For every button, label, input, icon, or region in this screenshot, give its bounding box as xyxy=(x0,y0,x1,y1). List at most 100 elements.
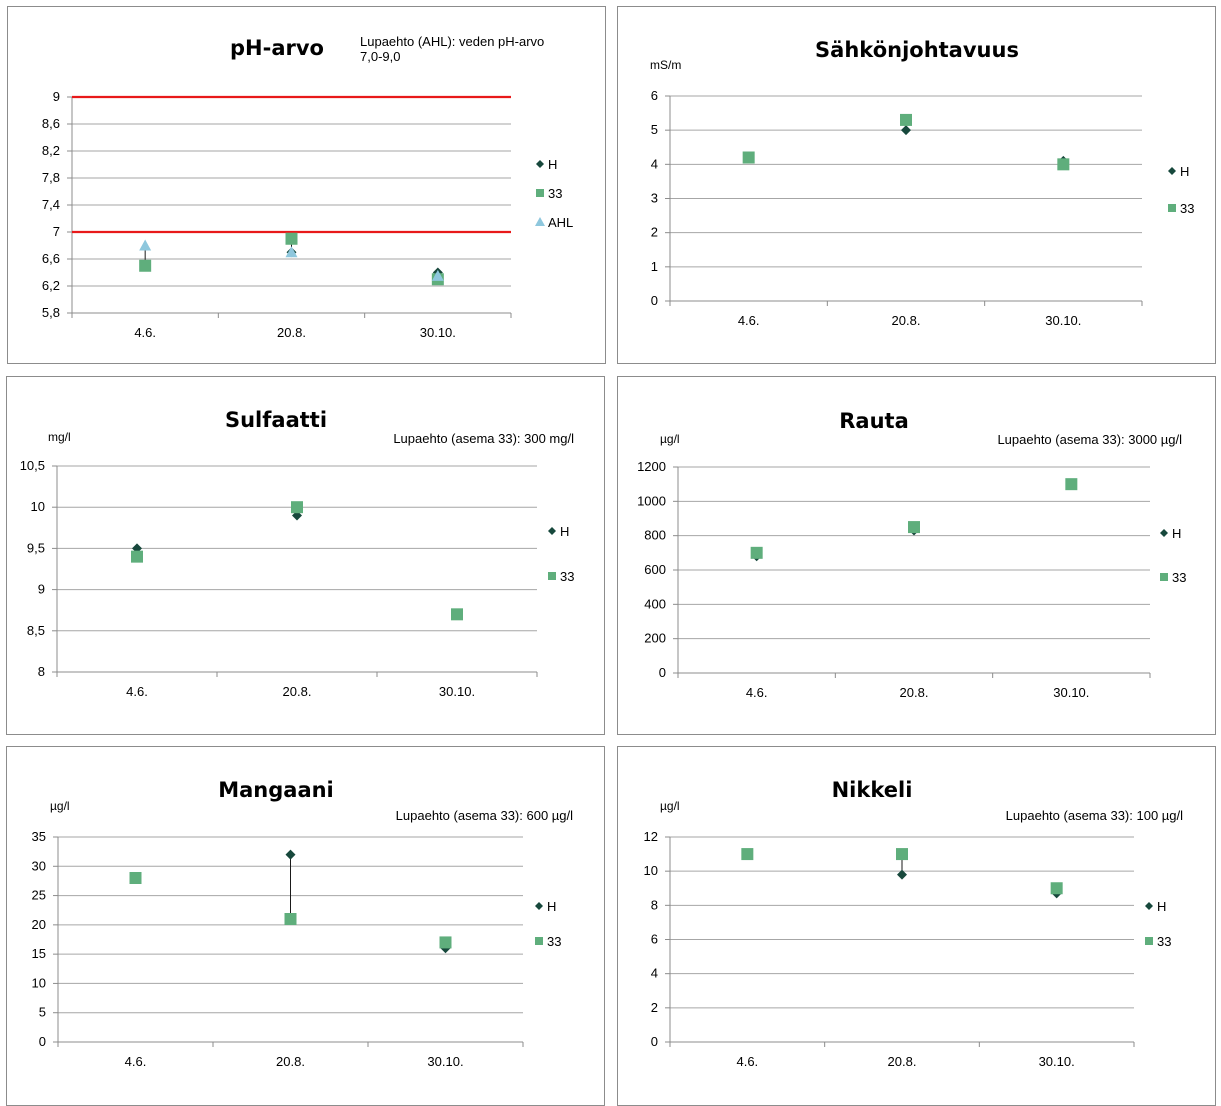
nikkeli-legend-label-33: 33 xyxy=(1157,934,1171,949)
mangaani-x-tick-label: 30.10. xyxy=(427,1054,463,1069)
mangaani-y-tick-label: 15 xyxy=(32,946,46,961)
ph-chart-title: pH-arvo xyxy=(230,36,324,60)
sahko-y-tick-label: 4 xyxy=(651,156,658,171)
sulfaatti-y-tick-label: 9,5 xyxy=(27,540,45,555)
nikkeli-y-tick-label: 2 xyxy=(651,1000,658,1015)
mangaani-y-tick-label: 25 xyxy=(32,888,46,903)
ph-legend-label-33: 33 xyxy=(548,186,562,201)
rauta-y-tick-label: 0 xyxy=(659,665,666,680)
nikkeli-x-tick-label: 30.10. xyxy=(1039,1054,1075,1069)
rauta-y-tick-label: 600 xyxy=(644,562,666,577)
ph-legend-label-AHL: AHL xyxy=(548,215,573,230)
mangaani-legend-label-33: 33 xyxy=(547,934,561,949)
mangaani-chart-title: Mangaani xyxy=(218,778,334,802)
nikkeli-y-tick-label: 0 xyxy=(651,1034,658,1049)
ph-point-AHL xyxy=(431,269,444,281)
ph-point-AHL xyxy=(285,246,298,258)
sahko-y-tick-label: 0 xyxy=(651,293,658,308)
mangaani-y-tick-label: 35 xyxy=(32,829,46,844)
sulfaatti-legend-label-H: H xyxy=(560,524,569,539)
nikkeli-y-tick-label: 12 xyxy=(644,829,658,844)
sulfaatti-y-tick-label: 8,5 xyxy=(27,623,45,638)
mangaani-note: Lupaehto (asema 33): 600 µg/l xyxy=(396,808,573,823)
sahko-y-tick-label: 5 xyxy=(651,122,658,137)
sahko-legend-label-H: H xyxy=(1180,164,1189,179)
sulfaatti-point-33 xyxy=(291,501,303,514)
mangaani-point-33 xyxy=(129,872,142,884)
chart-panel-sulfaatti xyxy=(6,376,605,735)
mangaani-point-33 xyxy=(439,936,452,949)
sulfaatti-y-tick-label: 8 xyxy=(38,664,45,679)
mangaani-legend-marker-H xyxy=(535,902,543,910)
sulfaatti-note: Lupaehto (asema 33): 300 mg/l xyxy=(393,431,574,446)
rauta-x-tick-label: 4.6. xyxy=(746,685,768,700)
rauta-chart-title: Rauta xyxy=(839,409,909,433)
sahko-legend-label-33: 33 xyxy=(1180,201,1194,216)
sahko-point-33 xyxy=(742,151,755,164)
sahko-y-tick-label: 2 xyxy=(651,225,658,240)
nikkeli-point-33 xyxy=(1050,882,1063,895)
sahko-y-tick-label: 3 xyxy=(651,191,658,206)
sahko-chart-title: Sähkönjohtavuus xyxy=(815,38,1019,62)
rauta-point-33 xyxy=(1065,478,1078,491)
ph-point-33 xyxy=(139,259,152,272)
nikkeli-note: Lupaehto (asema 33): 100 µg/l xyxy=(1006,808,1183,823)
ph-y-tick-label: 8,2 xyxy=(42,143,60,158)
sulfaatti-y-tick-label: 9 xyxy=(38,582,45,597)
mangaani-y-tick-label: 5 xyxy=(39,1005,46,1020)
ph-note-line1: Lupaehto (AHL): veden pH-arvo xyxy=(360,34,544,49)
chart-panel-nikkeli xyxy=(617,746,1216,1106)
nikkeli-x-tick-label: 4.6. xyxy=(736,1054,758,1069)
mangaani-x-tick-label: 4.6. xyxy=(125,1054,147,1069)
rauta-y-tick-label: 1000 xyxy=(637,493,666,508)
rauta-x-tick-label: 20.8. xyxy=(900,685,929,700)
sahko-y-tick-label: 1 xyxy=(651,259,658,274)
mangaani-y-tick-label: 10 xyxy=(32,975,46,990)
mangaani-legend-marker-33 xyxy=(535,937,543,945)
nikkeli-chart-title: Nikkeli xyxy=(832,778,913,802)
rauta-y-tick-label: 1200 xyxy=(637,459,666,474)
nikkeli-point-33 xyxy=(896,848,908,861)
mangaani-x-tick-label: 20.8. xyxy=(276,1054,305,1069)
mangaani-y-tick-label: 20 xyxy=(32,917,46,932)
rauta-legend-marker-H xyxy=(1160,529,1168,537)
rauta-y-tick-label: 800 xyxy=(644,528,666,543)
sahko-x-tick-label: 4.6. xyxy=(738,313,760,328)
sulfaatti-legend-label-33: 33 xyxy=(560,569,574,584)
sahko-unit-label: mS/m xyxy=(650,58,681,72)
ph-point-AHL xyxy=(139,239,152,251)
nikkeli-y-tick-label: 4 xyxy=(651,966,658,981)
nikkeli-legend-marker-H xyxy=(1145,902,1153,910)
ph-x-tick-label: 4.6. xyxy=(134,325,156,340)
sahko-x-tick-label: 30.10. xyxy=(1045,313,1081,328)
nikkeli-legend-label-H: H xyxy=(1157,899,1166,914)
ph-y-tick-label: 9 xyxy=(53,89,60,104)
mangaani-y-tick-label: 30 xyxy=(32,858,46,873)
rauta-point-33 xyxy=(750,546,763,559)
sulfaatti-x-tick-label: 30.10. xyxy=(439,684,475,699)
ph-x-tick-label: 30.10. xyxy=(420,325,456,340)
rauta-y-tick-label: 200 xyxy=(644,631,666,646)
chart-panel-ph xyxy=(7,6,606,364)
rauta-legend-label-H: H xyxy=(1172,526,1181,541)
nikkeli-point-H xyxy=(897,869,907,880)
chart-panel-mangaani xyxy=(6,746,605,1106)
ph-y-tick-label: 8,6 xyxy=(42,116,60,131)
sulfaatti-x-tick-label: 4.6. xyxy=(126,684,148,699)
sahko-y-tick-label: 6 xyxy=(651,88,658,103)
sulfaatti-x-tick-label: 20.8. xyxy=(283,684,312,699)
ph-y-tick-label: 5,8 xyxy=(42,305,60,320)
mangaani-legend-label-H: H xyxy=(547,899,556,914)
ph-y-tick-label: 6,6 xyxy=(42,251,60,266)
rauta-y-tick-label: 400 xyxy=(644,596,666,611)
rauta-legend-label-33: 33 xyxy=(1172,570,1186,585)
mangaani-unit-label: µg/l xyxy=(50,799,70,813)
sahko-point-33 xyxy=(1057,158,1070,171)
mangaani-y-tick-label: 0 xyxy=(39,1034,46,1049)
ph-point-33 xyxy=(285,232,298,245)
rauta-unit-label: µg/l xyxy=(660,432,680,446)
mangaani-point-33 xyxy=(284,913,297,925)
sahko-point-33 xyxy=(900,113,912,126)
ph-y-tick-label: 7,8 xyxy=(42,170,60,185)
sahko-point-H xyxy=(901,125,911,136)
